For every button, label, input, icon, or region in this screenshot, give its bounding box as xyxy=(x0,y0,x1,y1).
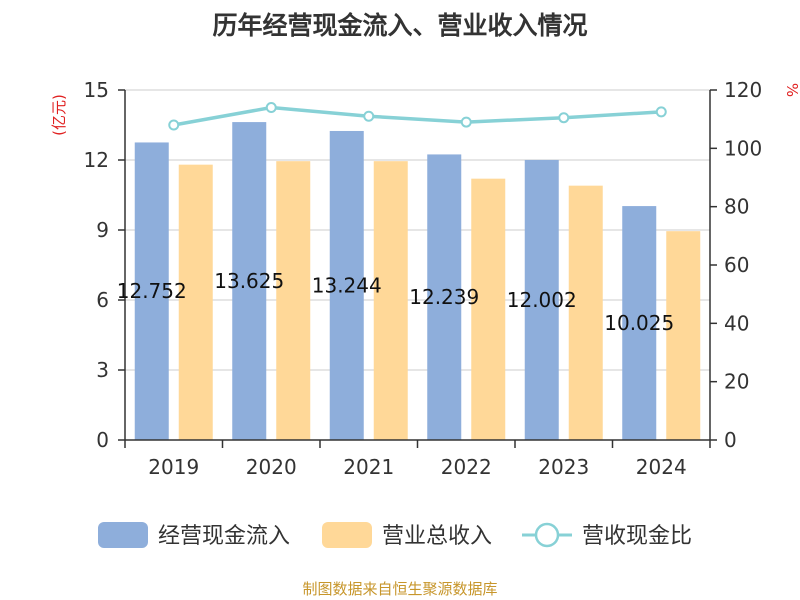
right-tick-label: 0 xyxy=(724,428,737,452)
legend-swatch xyxy=(98,522,148,548)
bar-data-label: 13.244 xyxy=(312,273,382,297)
left-tick-label: 3 xyxy=(96,358,109,382)
x-tick-label: 2020 xyxy=(246,455,297,479)
bar-data-label: 13.625 xyxy=(214,269,284,293)
legend-swatch xyxy=(322,522,372,548)
left-tick-label: 6 xyxy=(96,288,109,312)
legend-label: 营业总收入 xyxy=(382,524,492,549)
ratio-point xyxy=(655,106,667,118)
ratio-point xyxy=(558,112,570,124)
bar-cash-inflow xyxy=(134,142,169,440)
bar-cash-inflow xyxy=(524,159,559,440)
legend-label: 经营现金流入 xyxy=(158,524,290,549)
bar-cash-inflow xyxy=(232,122,267,440)
bar-cash-inflow xyxy=(622,206,657,440)
chart-title: 历年经营现金流入、营业收入情况 xyxy=(212,11,587,40)
ratio-point xyxy=(460,116,472,128)
x-tick-label: 2019 xyxy=(148,455,199,479)
bar-revenue xyxy=(373,161,408,440)
grid-lines xyxy=(125,89,710,371)
x-tick-label: 2024 xyxy=(636,455,687,479)
bar-data-label: 10.025 xyxy=(604,311,674,335)
x-tick-label: 2023 xyxy=(538,455,589,479)
x-tick-label: 2022 xyxy=(441,455,492,479)
bar-revenue xyxy=(276,161,311,440)
ratio-point xyxy=(168,119,180,131)
bar-data-label: 12.752 xyxy=(117,279,187,303)
ratio-point xyxy=(265,102,277,113)
right-tick-label: 100 xyxy=(724,136,762,160)
bar-revenue xyxy=(471,178,506,440)
left-tick-label: 15 xyxy=(84,78,109,102)
right-tick-label: 80 xyxy=(724,195,749,219)
ratio-line-path xyxy=(173,105,662,127)
legend: 经营现金流入 营业总收入 营收现金比 xyxy=(98,522,692,549)
right-axis-unit: % xyxy=(783,83,800,97)
left-axis-unit: (亿元) xyxy=(50,94,68,136)
left-tick-label: 0 xyxy=(96,428,109,452)
right-tick-label: 120 xyxy=(724,78,762,102)
bar-data-label: 12.239 xyxy=(409,285,479,309)
bars xyxy=(134,122,701,440)
bar-revenue xyxy=(178,164,213,440)
source-note: 制图数据来自恒生聚源数据库 xyxy=(302,580,497,598)
right-tick-label: 60 xyxy=(724,253,749,277)
axes: 0 3 6 9 12 15 0 20 40 60 80 100 120 2019 2020 2021 2022 2… xyxy=(84,78,763,479)
data-labels: 12.752 13.625 13.244 12.239 12.002 10.025 xyxy=(117,269,674,335)
bar-revenue xyxy=(568,185,603,440)
ratio-line xyxy=(168,102,667,131)
bar-cash-inflow xyxy=(427,154,462,440)
legend-label: 营收现金比 xyxy=(582,524,692,549)
right-tick-label: 40 xyxy=(724,311,749,335)
left-tick-label: 12 xyxy=(84,148,109,172)
ratio-point xyxy=(363,110,375,122)
bar-revenue xyxy=(666,231,701,440)
legend-marker xyxy=(534,522,560,548)
bar-cash-inflow xyxy=(329,130,364,440)
x-tick-label: 2021 xyxy=(343,455,394,479)
left-tick-label: 9 xyxy=(96,218,109,242)
right-tick-label: 20 xyxy=(724,370,749,394)
bar-data-label: 12.002 xyxy=(507,288,577,312)
